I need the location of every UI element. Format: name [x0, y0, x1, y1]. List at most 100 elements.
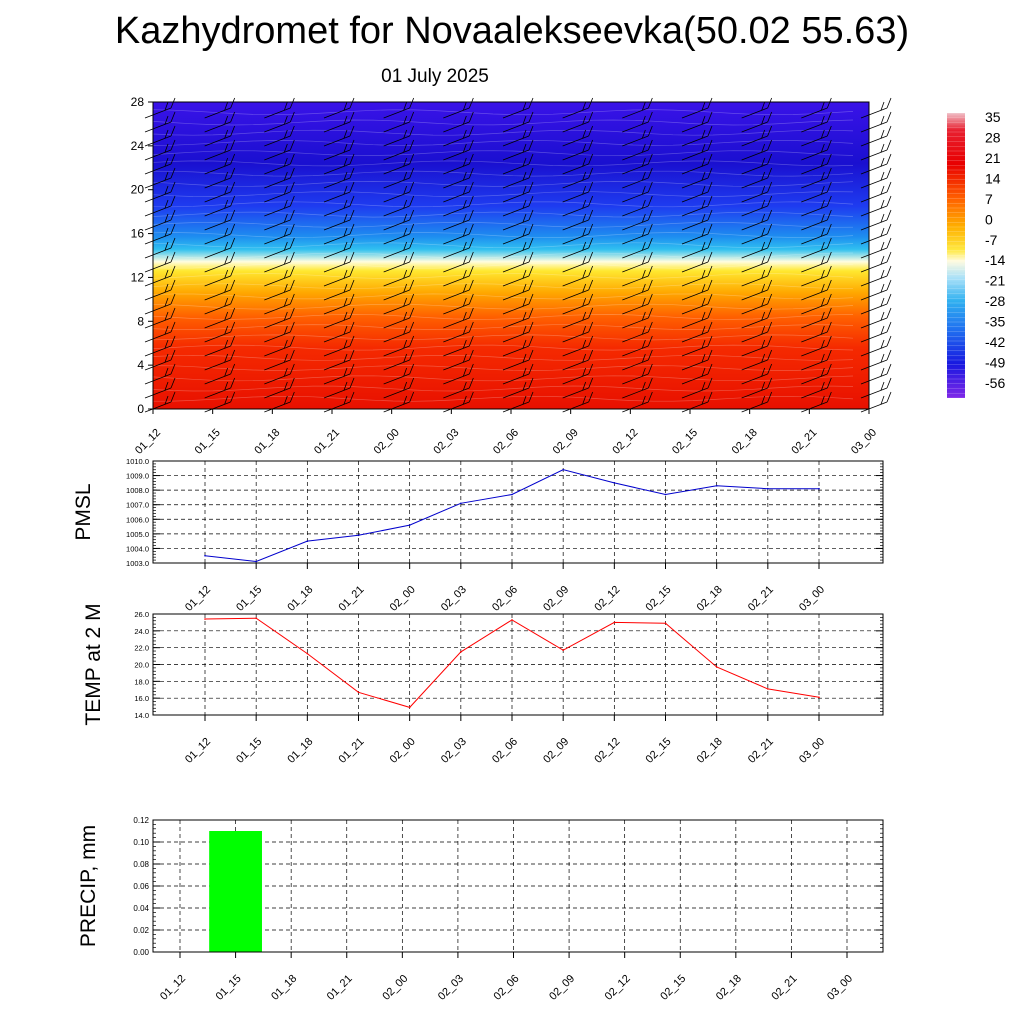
data-point — [715, 484, 718, 487]
wind-barb — [741, 251, 773, 273]
wind-barb — [801, 293, 832, 315]
wind-barb — [264, 181, 295, 203]
wind-barb — [801, 209, 832, 231]
isoline — [152, 385, 854, 392]
colorbar-label: 21 — [985, 150, 1001, 166]
x-tick-label: 01_15 — [214, 973, 244, 1003]
wind-barb — [801, 377, 832, 399]
wind-barb — [622, 97, 653, 119]
isoline — [152, 344, 854, 351]
wind-barb — [801, 181, 832, 203]
wind-barb — [562, 153, 594, 175]
wind-barb — [264, 349, 295, 371]
data-point — [204, 618, 206, 620]
wind-barb — [741, 181, 773, 203]
wind-barb — [801, 125, 832, 147]
data-point — [613, 482, 616, 484]
x-tick-label: 02_09 — [541, 584, 571, 614]
y-tick-label: 0 — [137, 402, 144, 416]
wind-barb — [860, 209, 892, 231]
y-tick-label: 1008.0 — [126, 486, 149, 495]
wind-barb — [383, 167, 415, 189]
wind-barb — [144, 153, 176, 175]
wind-barb — [204, 139, 236, 161]
isoline — [152, 140, 854, 146]
isoline — [152, 314, 854, 320]
wind-barb — [562, 321, 594, 343]
wind-barb — [443, 279, 474, 301]
y-tick-label: 16 — [131, 227, 145, 241]
wind-barb — [801, 391, 832, 413]
wind-barb — [502, 181, 534, 203]
wind-barb — [741, 293, 773, 315]
wind-barb — [204, 181, 236, 203]
wind-barb — [681, 237, 713, 259]
x-tick-label: 03_00 — [849, 427, 879, 457]
wind-barb — [741, 363, 773, 385]
y-tick-label: 1005.0 — [126, 530, 149, 539]
wind-barb — [681, 321, 713, 343]
x-tick-label: 01_21 — [325, 973, 355, 1003]
colorbar-label: -7 — [985, 232, 998, 248]
x-tick-label: 02_09 — [551, 427, 581, 457]
colorbar-label: -56 — [985, 375, 1005, 391]
wind-barb — [502, 349, 534, 371]
data-point — [613, 621, 616, 624]
wind-barb — [562, 223, 594, 245]
y-tick-label: 0.12 — [133, 816, 149, 825]
wind-barb — [681, 391, 713, 413]
wind-barb — [443, 391, 474, 413]
colorbar-label: 28 — [985, 129, 1001, 145]
data-point — [204, 554, 206, 557]
colorbar-label: 7 — [985, 191, 993, 207]
wind-barb — [383, 265, 415, 287]
wind-barb — [383, 97, 415, 119]
wind-barb — [801, 307, 832, 329]
wind-barb — [502, 279, 534, 301]
wind-barb — [323, 97, 355, 119]
wind-barb — [741, 349, 773, 371]
y-tick-label: 12 — [131, 270, 145, 284]
wind-barb — [741, 223, 773, 245]
wind-barb — [383, 335, 415, 357]
wind-barb — [264, 209, 295, 231]
data-point — [767, 487, 769, 490]
heatmap-field — [153, 102, 869, 409]
wind-barb — [204, 251, 236, 273]
wind-barb — [264, 223, 295, 245]
wind-barb — [562, 307, 594, 329]
wind-barb — [264, 167, 295, 189]
wind-barb — [323, 307, 355, 329]
wind-barb — [562, 111, 594, 133]
x-tick-label: 01_15 — [234, 736, 264, 766]
y-tick-label: 1010.0 — [126, 457, 149, 466]
wind-barb — [801, 167, 832, 189]
colorbar-label: 14 — [985, 170, 1001, 186]
wind-barb — [860, 111, 892, 133]
colorbar-label: -14 — [985, 252, 1005, 268]
wind-barb — [860, 153, 892, 175]
wind-barb — [204, 125, 236, 147]
wind-barb — [622, 195, 653, 217]
x-tick-label: 02_15 — [644, 736, 674, 766]
wind-barb — [860, 181, 892, 203]
y-tick-label: 0.06 — [133, 882, 149, 891]
wind-barb — [502, 209, 534, 231]
wind-barb — [681, 265, 713, 287]
wind-barb — [860, 363, 892, 385]
pmsl-chart-layer: 1003.0 1004.0 1005.0 1006.0 1007.0 1008.0 1009… — [72, 457, 884, 614]
x-tick-label: 02_03 — [436, 973, 466, 1003]
wind-barb — [443, 167, 474, 189]
x-tick-label: 02_03 — [439, 736, 469, 766]
isoline — [152, 334, 854, 341]
wind-barb — [681, 377, 713, 399]
x-tick-label: 03_00 — [825, 973, 855, 1003]
y-tick-label: 18.0 — [134, 677, 149, 686]
data-point — [767, 688, 769, 690]
wind-barb — [681, 335, 713, 357]
wind-barb — [860, 97, 892, 119]
wind-barb — [383, 363, 415, 385]
wind-barb — [264, 139, 295, 161]
data-point — [818, 487, 820, 490]
